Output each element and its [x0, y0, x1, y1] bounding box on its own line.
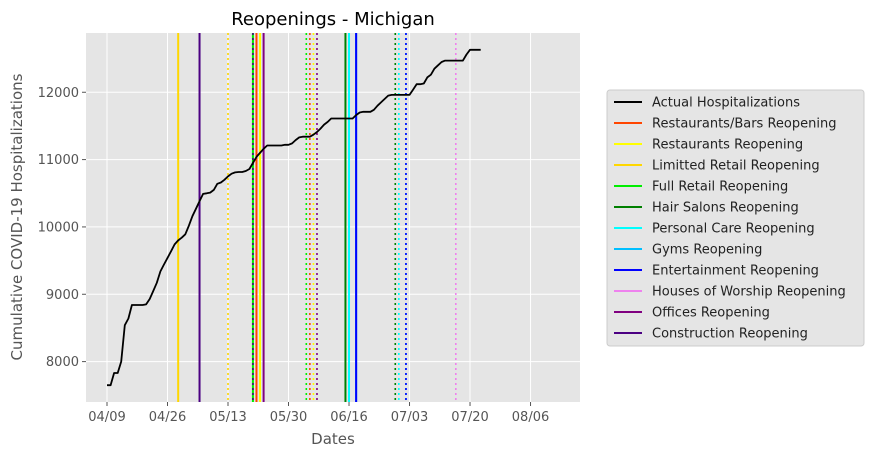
legend-entry: Limitted Retail Reopening: [652, 159, 820, 174]
y-tick-label: 8000: [46, 355, 79, 370]
legend-entry: Personal Care Reopening: [652, 222, 815, 237]
x-tick-label: 05/30: [270, 410, 307, 425]
x-tick-label: 06/16: [330, 410, 367, 425]
x-tick-label: 07/20: [451, 410, 488, 425]
legend-entry: Construction Reopening: [652, 327, 808, 342]
x-ticks: 04/09 04/26 05/13 05/30 06/16 07/03 07/20 08/06: [88, 402, 549, 425]
legend: Actual Hospitalizations Restaurants/Bars …: [606, 89, 865, 347]
legend-box: [606, 89, 865, 347]
legend-entry: Restaurants Reopening: [652, 138, 803, 153]
x-tick-label: 05/13: [209, 410, 246, 425]
legend-entry: Entertainment Reopening: [652, 264, 819, 279]
x-axis-label: Dates: [311, 430, 355, 448]
x-tick-label: 04/09: [88, 410, 125, 425]
y-tick-label: 10000: [38, 220, 79, 235]
legend-entry: Gyms Reopening: [652, 243, 762, 258]
series-line: [107, 48, 481, 387]
legend-entry: Full Retail Reopening: [652, 180, 788, 195]
x-tick-label: 04/26: [149, 410, 186, 425]
legend-entry: Restaurants/Bars Reopening: [652, 117, 836, 132]
legend-entry: Houses of Worship Reopening: [652, 285, 846, 300]
chart-title: Reopenings - Michigan: [231, 9, 435, 30]
y-tick-label: 9000: [46, 288, 79, 303]
legend-entry: Offices Reopening: [652, 306, 770, 321]
legend-entry: Actual Hospitalizations: [652, 96, 800, 111]
plot-background: [86, 33, 580, 402]
reopening-lines: [177, 33, 457, 402]
legend-entry: Hair Salons Reopening: [652, 201, 799, 216]
x-tick-label: 08/06: [512, 410, 549, 425]
y-ticks: 8000 9000 10000 11000 12000: [38, 86, 86, 370]
x-tick-label: 07/03: [391, 410, 428, 425]
y-tick-label: 11000: [38, 153, 79, 168]
y-axis-label: Cumulative COVID-19 Hospitalizations: [8, 73, 26, 360]
y-tick-label: 12000: [38, 86, 79, 101]
series-layer: [107, 48, 481, 387]
